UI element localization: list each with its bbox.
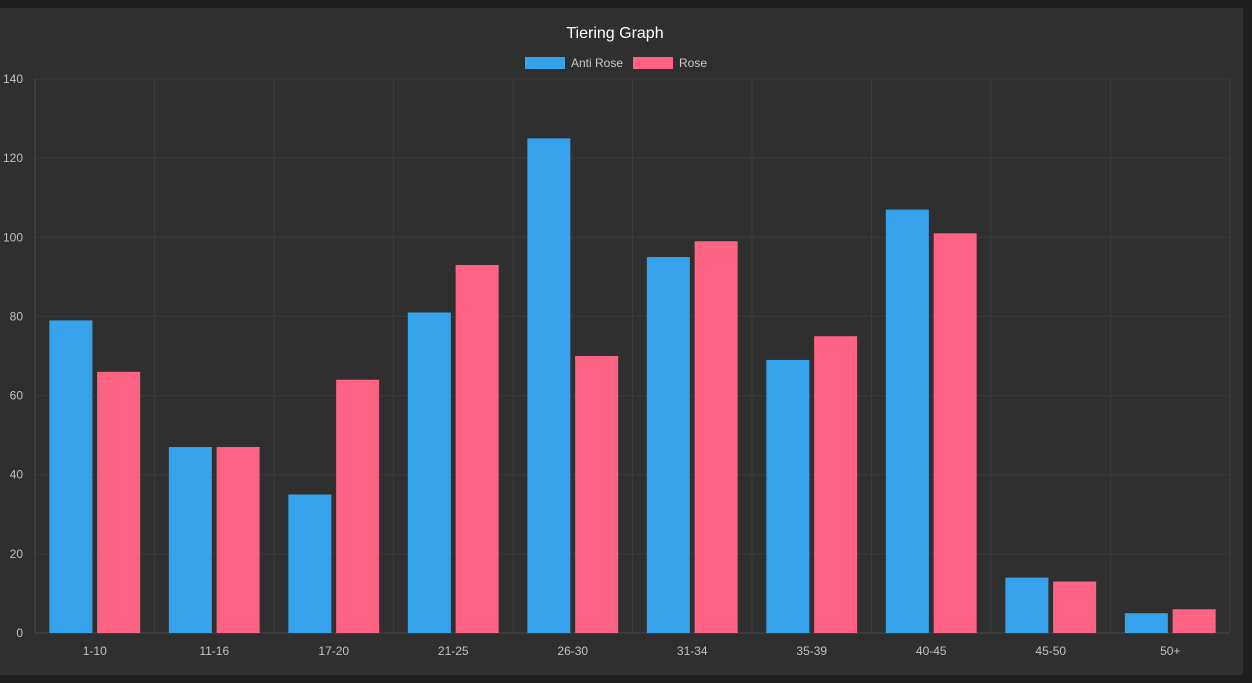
y-tick-label: 40 bbox=[10, 468, 24, 482]
bar-rose-5[interactable] bbox=[694, 241, 738, 633]
legend-swatch-0[interactable] bbox=[525, 57, 565, 69]
bar-rose-9[interactable] bbox=[1172, 609, 1216, 633]
y-tick-label: 100 bbox=[3, 230, 23, 244]
x-axis: 1-10 11-16 17-20 21-25 26-30 31-34 35-39 40-45 4… bbox=[83, 644, 1181, 658]
y-tick-label: 0 bbox=[16, 626, 23, 640]
bar-anti-rose-4[interactable] bbox=[527, 138, 571, 633]
scrollbar-track bbox=[1243, 0, 1252, 683]
y-axis: 0 20 40 60 80 100 120 140 bbox=[3, 72, 23, 640]
bar-rose-4[interactable] bbox=[575, 356, 619, 633]
y-tick-label: 60 bbox=[10, 389, 24, 403]
x-tick-label: 45-50 bbox=[1035, 644, 1066, 658]
chart-title: Tiering Graph bbox=[566, 25, 663, 42]
legend-label-1[interactable]: Rose bbox=[679, 56, 707, 70]
bar-anti-rose-8[interactable] bbox=[1005, 577, 1049, 633]
bar-anti-rose-7[interactable] bbox=[885, 209, 929, 634]
x-tick-label: 17-20 bbox=[318, 644, 349, 658]
bar-rose-7[interactable] bbox=[933, 233, 977, 634]
legend: Anti Rose Rose bbox=[525, 56, 707, 70]
bar-rose-6[interactable] bbox=[814, 336, 858, 633]
x-tick-label: 11-16 bbox=[199, 644, 229, 658]
x-tick-label: 50+ bbox=[1160, 644, 1180, 658]
bars bbox=[49, 138, 1216, 634]
bar-anti-rose-0[interactable] bbox=[49, 320, 93, 633]
gridlines bbox=[34, 78, 1231, 634]
x-tick-label: 1-10 bbox=[83, 644, 107, 658]
x-tick-label: 35-39 bbox=[796, 644, 827, 658]
bar-rose-3[interactable] bbox=[455, 264, 499, 633]
x-tick-label: 21-25 bbox=[438, 644, 469, 658]
bar-anti-rose-1[interactable] bbox=[168, 447, 212, 633]
bar-rose-8[interactable] bbox=[1053, 581, 1097, 633]
y-tick-label: 120 bbox=[3, 151, 23, 165]
bar-anti-rose-9[interactable] bbox=[1124, 613, 1168, 633]
bar-anti-rose-3[interactable] bbox=[407, 312, 451, 633]
x-tick-label: 26-30 bbox=[557, 644, 588, 658]
legend-swatch-1[interactable] bbox=[633, 57, 673, 69]
bar-anti-rose-5[interactable] bbox=[646, 257, 690, 633]
x-tick-label: 31-34 bbox=[677, 644, 708, 658]
bar-rose-2[interactable] bbox=[336, 379, 380, 633]
bar-anti-rose-6[interactable] bbox=[766, 359, 810, 633]
bar-anti-rose-2[interactable] bbox=[288, 494, 332, 634]
bar-rose-1[interactable] bbox=[216, 447, 260, 633]
legend-label-0[interactable]: Anti Rose bbox=[571, 56, 623, 70]
y-tick-label: 140 bbox=[3, 72, 23, 86]
y-tick-label: 80 bbox=[10, 309, 24, 323]
y-tick-label: 20 bbox=[10, 547, 24, 561]
x-tick-label: 40-45 bbox=[916, 644, 947, 658]
bar-rose-0[interactable] bbox=[97, 371, 141, 633]
